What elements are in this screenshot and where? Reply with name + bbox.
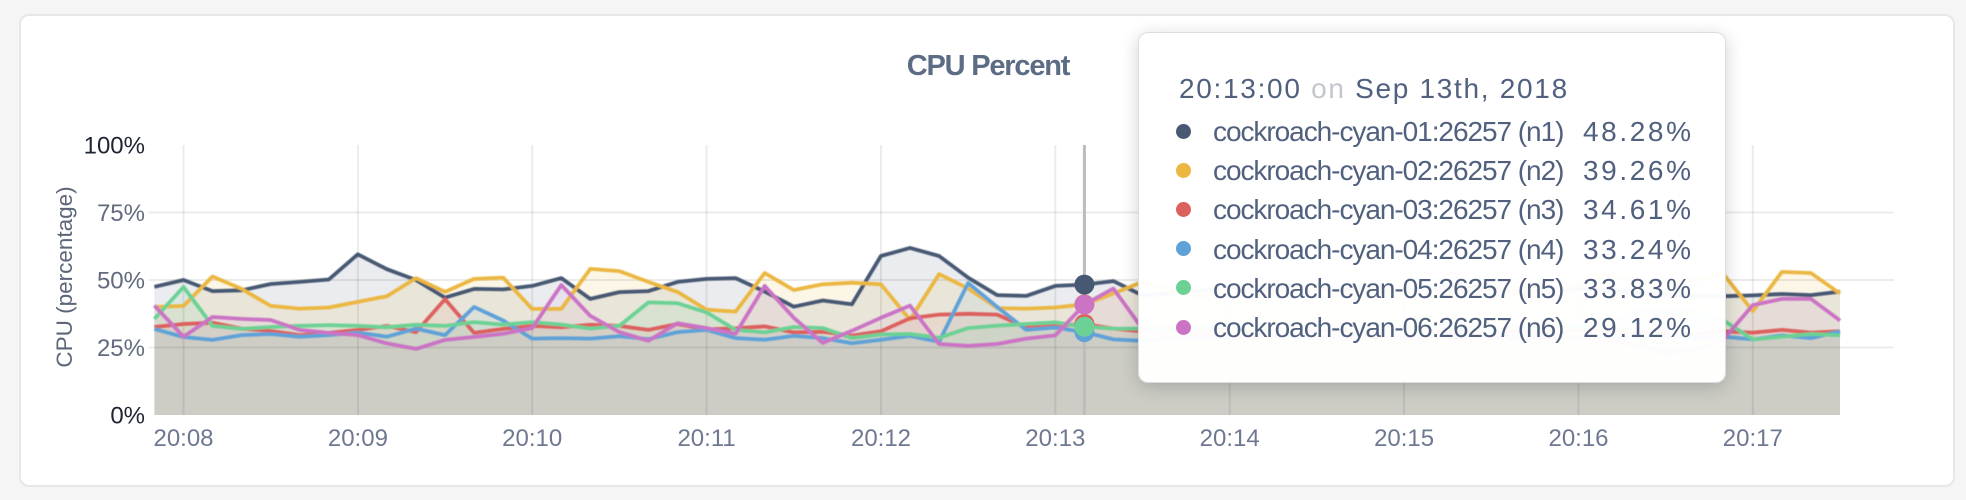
- svg-text:0%: 0%: [110, 403, 145, 430]
- svg-text:20:13: 20:13: [1025, 425, 1085, 452]
- svg-text:20:14: 20:14: [1200, 425, 1260, 452]
- svg-text:20:16: 20:16: [1548, 425, 1608, 452]
- svg-text:75%: 75%: [97, 200, 145, 227]
- svg-text:20:12: 20:12: [851, 425, 911, 452]
- svg-text:25%: 25%: [97, 335, 145, 362]
- svg-text:50%: 50%: [97, 268, 145, 295]
- svg-text:20:10: 20:10: [502, 425, 562, 452]
- svg-text:20:15: 20:15: [1374, 425, 1434, 452]
- svg-text:20:17: 20:17: [1723, 425, 1783, 452]
- svg-text:20:11: 20:11: [677, 425, 735, 452]
- svg-text:20:08: 20:08: [153, 425, 213, 452]
- svg-text:100%: 100%: [84, 133, 145, 160]
- svg-text:20:09: 20:09: [328, 425, 388, 452]
- svg-text:CPU (percentage): CPU (percentage): [52, 186, 77, 367]
